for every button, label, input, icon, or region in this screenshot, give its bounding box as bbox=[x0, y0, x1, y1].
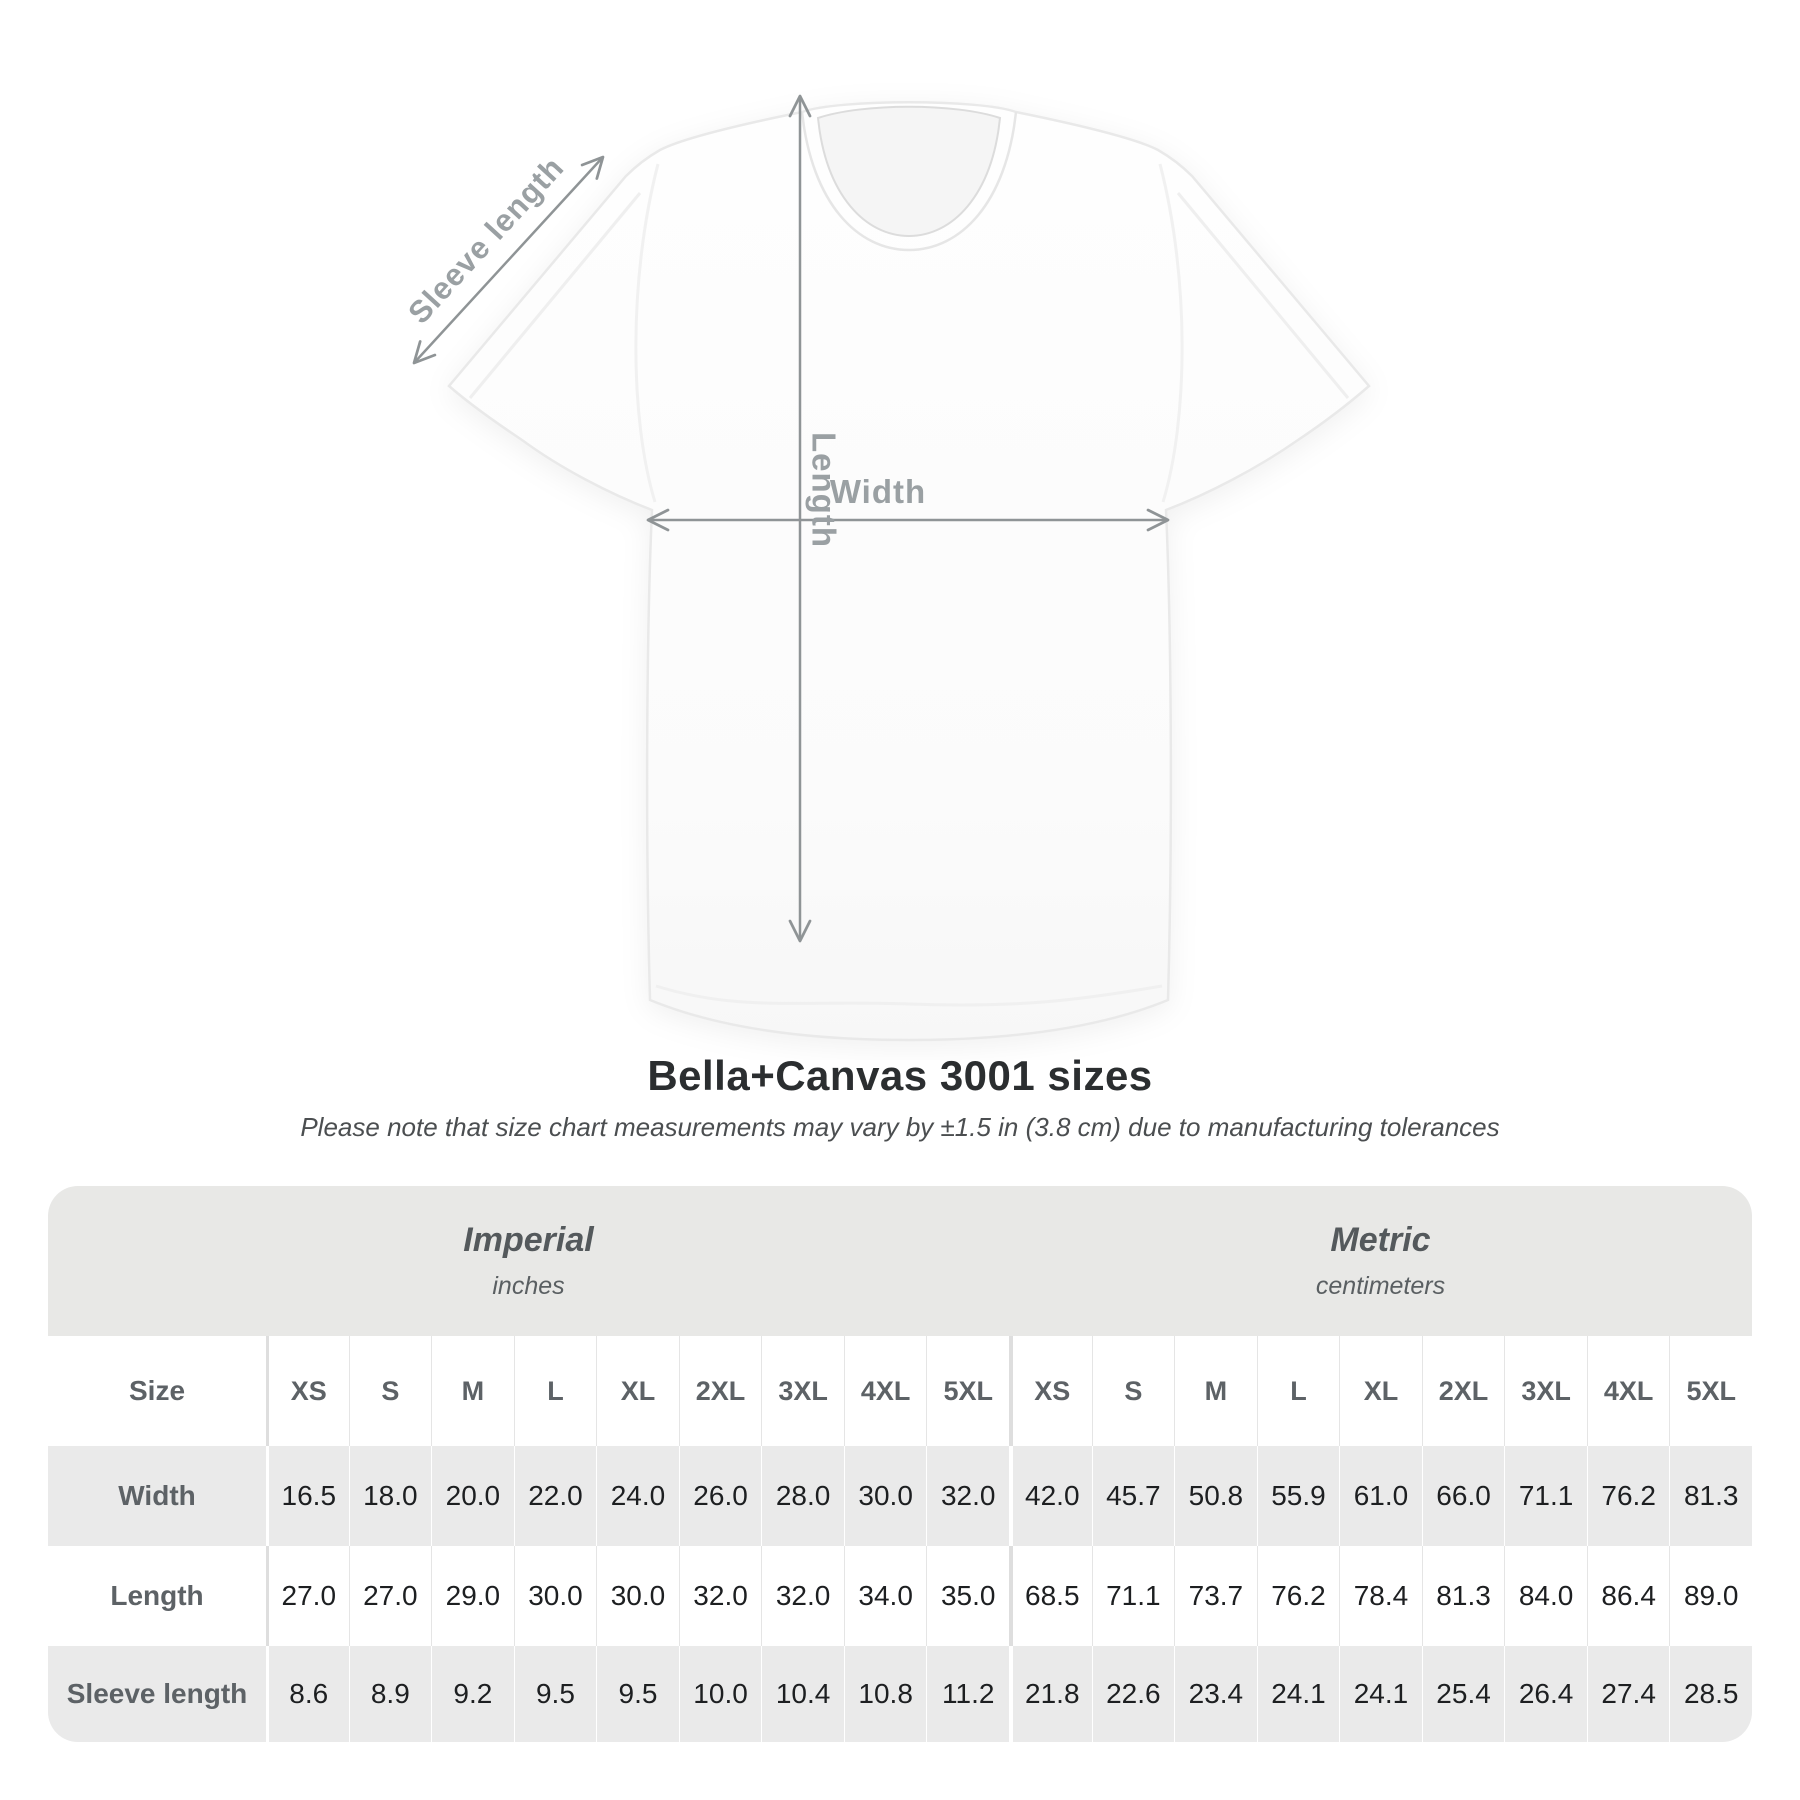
metric-label: Metric bbox=[1330, 1221, 1431, 1259]
right-armhole-seam bbox=[1158, 163, 1184, 503]
size-value-cell: 23.4 bbox=[1174, 1646, 1257, 1742]
size-value-cell: 34.0 bbox=[843, 1546, 927, 1646]
size-value-cell: 30.0 bbox=[843, 1446, 927, 1546]
tshirt-diagram: Sleeve length Length Width bbox=[401, 94, 1371, 1042]
size-value-cell: 76.2 bbox=[1586, 1446, 1670, 1546]
size-value-cell: 11.2 bbox=[926, 1646, 1009, 1742]
size-value-cell: 89.0 bbox=[1669, 1546, 1752, 1646]
unit-group-metric: Metric centimeters bbox=[1009, 1186, 1752, 1336]
size-value-cell: 66.0 bbox=[1421, 1446, 1505, 1546]
size-value-cell: 8.6 bbox=[266, 1646, 349, 1742]
size-header-cell: 3XL bbox=[1504, 1336, 1587, 1446]
size-value-cell: 27.4 bbox=[1586, 1646, 1670, 1742]
size-header-cell: L bbox=[513, 1336, 597, 1446]
size-value-cell: 22.6 bbox=[1091, 1646, 1175, 1742]
size-value-cell: 35.0 bbox=[926, 1546, 1009, 1646]
size-value-cell: 84.0 bbox=[1504, 1546, 1587, 1646]
size-value-cell: 73.7 bbox=[1174, 1546, 1257, 1646]
size-value-cell: 16.5 bbox=[266, 1446, 349, 1546]
size-header-cell: S bbox=[1091, 1336, 1175, 1446]
size-value-cell: 45.7 bbox=[1091, 1446, 1175, 1546]
size-value-cell: 81.3 bbox=[1421, 1546, 1505, 1646]
size-header-cell: S bbox=[348, 1336, 432, 1446]
collar-ribbing bbox=[800, 111, 1018, 252]
size-value-cell: 28.0 bbox=[761, 1446, 844, 1546]
size-value-cell: 42.0 bbox=[1009, 1446, 1092, 1546]
size-header-cell: 4XL bbox=[1586, 1336, 1670, 1446]
size-header-cell: M bbox=[1174, 1336, 1257, 1446]
size-value-cell: 50.8 bbox=[1174, 1446, 1257, 1546]
size-value-cell: 24.1 bbox=[1256, 1646, 1340, 1742]
size-value-cell: 24.1 bbox=[1339, 1646, 1422, 1742]
size-value-cell: 8.9 bbox=[348, 1646, 432, 1742]
size-value-cell: 71.1 bbox=[1504, 1446, 1587, 1546]
size-value-cell: 9.5 bbox=[513, 1646, 597, 1742]
sleeve-length-arrow bbox=[412, 155, 605, 365]
metric-unit-label: centimeters bbox=[1315, 1272, 1446, 1300]
row-label-cell: Width bbox=[48, 1446, 266, 1546]
size-header-cell: L bbox=[1256, 1336, 1340, 1446]
size-value-cell: 27.0 bbox=[348, 1546, 432, 1646]
size-value-cell: 71.1 bbox=[1091, 1546, 1175, 1646]
size-value-cell: 32.0 bbox=[761, 1546, 844, 1646]
size-value-cell: 18.0 bbox=[348, 1446, 432, 1546]
size-value-cell: 86.4 bbox=[1586, 1546, 1670, 1646]
row-label-cell: Length bbox=[48, 1546, 266, 1646]
tolerance-note: Please note that size chart measurements… bbox=[300, 1112, 1500, 1142]
size-value-cell: 55.9 bbox=[1256, 1446, 1340, 1546]
size-column-header: Size bbox=[48, 1336, 266, 1446]
size-value-cell: 32.0 bbox=[926, 1446, 1009, 1546]
collar-opening bbox=[816, 105, 1002, 238]
unit-group-imperial: Imperial inches bbox=[48, 1186, 1009, 1336]
size-value-cell: 29.0 bbox=[431, 1546, 514, 1646]
size-header-cell: 5XL bbox=[1669, 1336, 1752, 1446]
size-header-cell: 4XL bbox=[843, 1336, 927, 1446]
size-value-cell: 76.2 bbox=[1256, 1546, 1340, 1646]
size-value-cell: 32.0 bbox=[678, 1546, 762, 1646]
imperial-unit-label: inches bbox=[492, 1272, 565, 1300]
hem-stitch bbox=[655, 984, 1163, 1007]
size-value-cell: 27.0 bbox=[266, 1546, 349, 1646]
size-value-cell: 68.5 bbox=[1009, 1546, 1092, 1646]
size-value-cell: 20.0 bbox=[431, 1446, 514, 1546]
length-label: Length bbox=[806, 432, 843, 548]
tshirt-outline bbox=[447, 101, 1371, 1042]
width-label: Width bbox=[830, 473, 926, 510]
size-value-cell: 26.0 bbox=[678, 1446, 762, 1546]
size-value-cell: 61.0 bbox=[1339, 1446, 1422, 1546]
page-title: Bella+Canvas 3001 sizes bbox=[647, 1052, 1153, 1099]
size-value-cell: 21.8 bbox=[1009, 1646, 1092, 1742]
imperial-label: Imperial bbox=[463, 1221, 594, 1259]
row-label-cell: Sleeve length bbox=[48, 1646, 266, 1742]
left-armhole-seam bbox=[634, 163, 660, 503]
size-header-cell: XS bbox=[1009, 1336, 1092, 1446]
tshirt-illustration bbox=[447, 101, 1371, 1042]
size-header-cell: 3XL bbox=[761, 1336, 844, 1446]
size-value-cell: 30.0 bbox=[513, 1546, 597, 1646]
size-header-cell: XL bbox=[596, 1336, 679, 1446]
size-value-cell: 26.4 bbox=[1504, 1646, 1587, 1742]
size-value-cell: 10.8 bbox=[843, 1646, 927, 1742]
size-header-cell: 5XL bbox=[926, 1336, 1009, 1446]
size-value-cell: 10.0 bbox=[678, 1646, 762, 1742]
size-value-cell: 30.0 bbox=[596, 1546, 679, 1646]
size-value-cell: 28.5 bbox=[1669, 1646, 1752, 1742]
size-value-cell: 9.5 bbox=[596, 1646, 679, 1742]
size-value-cell: 24.0 bbox=[596, 1446, 679, 1546]
size-value-cell: 25.4 bbox=[1421, 1646, 1505, 1742]
size-value-cell: 10.4 bbox=[761, 1646, 844, 1742]
right-cuff-fold bbox=[1176, 192, 1350, 399]
size-value-cell: 78.4 bbox=[1339, 1546, 1422, 1646]
size-header-cell: XS bbox=[266, 1336, 349, 1446]
size-header-cell: M bbox=[431, 1336, 514, 1446]
size-header-cell: 2XL bbox=[678, 1336, 762, 1446]
size-value-cell: 22.0 bbox=[513, 1446, 597, 1546]
size-table: Imperial inches Metric centimeters Size … bbox=[48, 1186, 1752, 1742]
size-value-cell: 81.3 bbox=[1669, 1446, 1752, 1546]
size-value-cell: 9.2 bbox=[431, 1646, 514, 1742]
size-header-cell: 2XL bbox=[1421, 1336, 1505, 1446]
size-header-cell: XL bbox=[1339, 1336, 1422, 1446]
